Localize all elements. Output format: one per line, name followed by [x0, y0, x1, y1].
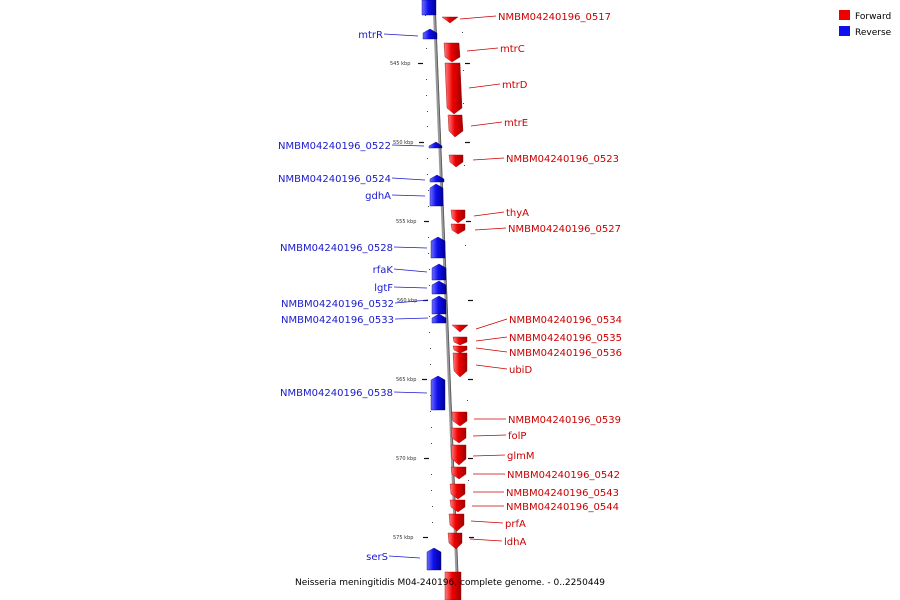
gene-label-forward[interactable]: NMBM04240196_0542 — [507, 470, 620, 481]
gene-label-forward[interactable]: NMBM04240196_0539 — [508, 415, 621, 426]
reverse-leader-lines — [383, 33, 429, 559]
forward-genes — [441, 16, 469, 600]
gene-arrow-forward[interactable] — [448, 154, 464, 168]
forward-leader-lines — [459, 15, 508, 542]
gene-arrow-reverse[interactable] — [429, 174, 445, 183]
gene-label-forward[interactable]: mtrC — [500, 44, 525, 55]
gene-arrow-forward[interactable] — [452, 352, 468, 378]
kbp-label: 555 kbp — [396, 219, 416, 225]
legend-label-forward: Forward — [855, 12, 891, 22]
gene-arrow-reverse[interactable] — [428, 141, 443, 149]
gene-label-reverse[interactable]: NMBM04240196_0533 — [281, 315, 394, 326]
legend: Forward Reverse — [839, 10, 892, 38]
gene-label-reverse[interactable]: NMBM04240196_0522 — [278, 141, 391, 152]
gene-label-forward[interactable]: NMBM04240196_0535 — [509, 333, 622, 344]
kbp-label: 575 kbp — [393, 535, 413, 541]
gene-label-forward[interactable]: NMBM04240196_0544 — [506, 502, 619, 513]
gene-arrow-forward[interactable] — [444, 571, 462, 600]
gene-label-reverse[interactable]: NMBM04240196_0538 — [280, 388, 393, 399]
gene-arrow-reverse[interactable] — [431, 263, 447, 281]
gene-arrow-reverse[interactable] — [421, 0, 437, 16]
gene-label-forward[interactable]: folP — [508, 431, 526, 442]
gene-arrow-forward[interactable] — [450, 223, 466, 235]
gene-label-reverse[interactable]: serS — [366, 552, 388, 563]
gene-arrow-reverse[interactable] — [431, 295, 447, 315]
gene-label-forward[interactable]: mtrE — [504, 118, 528, 129]
kbp-label: 545 kbp — [390, 61, 410, 67]
gene-label-forward[interactable]: NMBM04240196_0523 — [506, 154, 619, 165]
gene-arrow-forward[interactable] — [444, 62, 463, 115]
gene-label-forward[interactable]: NMBM04240196_0536 — [509, 348, 622, 359]
gene-arrow-forward[interactable] — [451, 411, 468, 427]
gene-label-reverse[interactable]: rfaK — [373, 265, 394, 276]
legend-swatch-forward — [839, 10, 850, 20]
legend-swatch-reverse — [839, 26, 850, 36]
gene-arrow-forward[interactable] — [452, 336, 468, 346]
reverse-genes — [421, 0, 447, 571]
gene-arrow-forward[interactable] — [447, 532, 463, 550]
gene-arrow-reverse[interactable] — [430, 236, 446, 259]
gene-label-reverse[interactable]: gdhA — [365, 191, 391, 202]
kbp-label: 550 kbp — [393, 140, 413, 146]
gene-arrow-forward[interactable] — [443, 42, 461, 63]
gene-arrow-forward[interactable] — [450, 444, 467, 466]
gene-label-reverse[interactable]: NMBM04240196_0524 — [278, 174, 391, 185]
gene-arrow-forward[interactable] — [449, 499, 466, 513]
gene-label-forward[interactable]: NMBM04240196_0527 — [508, 224, 621, 235]
gene-label-reverse[interactable]: mtrR — [358, 30, 383, 41]
gene-arrow-forward[interactable] — [448, 513, 465, 532]
gene-label-forward[interactable]: thyA — [506, 208, 529, 219]
gene-arrow-reverse[interactable] — [426, 547, 442, 571]
genome-caption: Neisseria meningitidis M04-240196, compl… — [294, 578, 606, 588]
gene-arrow-forward[interactable] — [441, 16, 459, 24]
gene-label-forward[interactable]: glmM — [507, 451, 535, 462]
kbp-label: 570 kbp — [396, 456, 416, 462]
gene-arrow-reverse[interactable] — [422, 28, 438, 40]
gene-label-forward[interactable]: mtrD — [502, 80, 528, 91]
gene-label-forward[interactable]: prfA — [505, 519, 526, 530]
gene-arrow-reverse[interactable] — [431, 313, 447, 324]
gene-arrow-reverse[interactable] — [430, 375, 446, 411]
kbp-label: 560 kbp — [397, 298, 417, 304]
kbp-label: 565 kbp — [396, 377, 416, 383]
gene-arrow-forward[interactable] — [449, 483, 466, 500]
gene-arrow-forward[interactable] — [452, 345, 468, 354]
gene-arrow-reverse[interactable] — [429, 183, 444, 207]
gene-label-forward[interactable]: ldhA — [504, 537, 526, 548]
gene-label-forward[interactable]: NMBM04240196_0543 — [506, 488, 619, 499]
gene-label-forward[interactable]: NMBM04240196_0517 — [498, 12, 611, 23]
gene-arrow-forward[interactable] — [450, 427, 467, 444]
gene-arrow-reverse[interactable] — [431, 280, 447, 295]
gene-label-reverse[interactable]: NMBM04240196_0532 — [281, 299, 394, 310]
gene-arrow-forward[interactable] — [450, 466, 467, 480]
gene-arrow-forward[interactable] — [450, 209, 466, 224]
gene-label-forward[interactable]: ubiD — [509, 365, 532, 376]
gene-arrow-forward[interactable] — [451, 324, 469, 333]
gene-arrow-forward[interactable] — [447, 114, 464, 138]
gene-label-reverse[interactable]: NMBM04240196_0528 — [280, 243, 393, 254]
legend-label-reverse: Reverse — [855, 28, 892, 38]
gene-label-reverse[interactable]: lgtF — [374, 283, 393, 294]
gene-label-forward[interactable]: NMBM04240196_0534 — [509, 315, 622, 326]
